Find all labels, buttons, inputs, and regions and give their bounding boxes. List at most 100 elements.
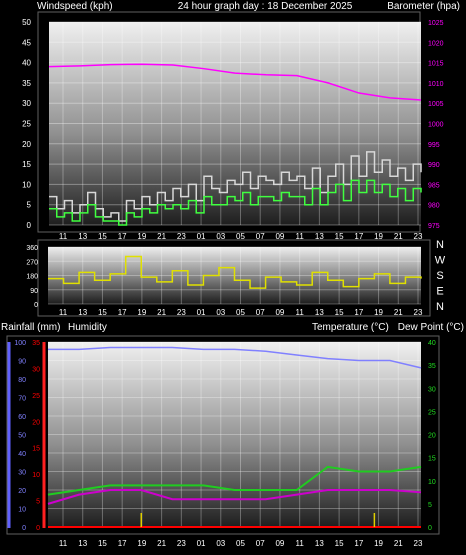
temperature-right-axis: 0 5 10 15 20 25 30 35 40 — [428, 340, 436, 532]
wind-x-tick-label: 01 — [197, 232, 206, 241]
temp-x-tick-label: 21 — [394, 539, 403, 548]
pressure-tick-label: 1015 — [428, 61, 444, 68]
temp-x-tick-label: 09 — [275, 539, 284, 548]
header-title: 24 hour graph day : 18 December 2025 — [178, 1, 353, 12]
humidity-tick-label: 100 — [14, 340, 26, 347]
humidity-tick-label: 90 — [18, 359, 26, 366]
wind-average-line — [49, 179, 422, 226]
temp-x-tick-label: 23 — [177, 539, 186, 548]
pressure-tick-label: 990 — [428, 162, 440, 169]
wind-x-tick-label: 23 — [414, 232, 423, 241]
temp-x-tick-label: 15 — [98, 539, 107, 548]
wind-tick-label: 45 — [22, 38, 31, 47]
pressure-tick-label: 1000 — [428, 122, 444, 129]
direction-left-axis: 0 90 180 270 360 — [26, 245, 38, 309]
temperature-label: Temperature (°C) — [312, 322, 389, 333]
direction-x-tick-label: 15 — [98, 308, 107, 317]
temp-x-tick-label: 11 — [296, 539, 305, 548]
direction-x-tick-label: 11 — [59, 308, 68, 317]
pressure-tick-label: 1025 — [428, 20, 444, 27]
dewpoint-line — [47, 489, 422, 505]
wind-tick-label: 5 — [27, 201, 32, 210]
pressure-tick-label: 995 — [428, 142, 440, 149]
compass-label: W — [435, 255, 446, 267]
direction-x-tick-label: 11 — [296, 308, 305, 317]
pressure-tick-label: 975 — [428, 223, 440, 230]
compass-label: E — [436, 286, 443, 298]
wind-x-tick-label: 11 — [296, 232, 305, 241]
temp-x-tick-label: 01 — [197, 539, 206, 548]
temperature-tick-label: 30 — [428, 386, 436, 393]
rain-tick-label: 15 — [32, 446, 40, 453]
wind-tick-label: 50 — [22, 18, 31, 27]
wind-tick-label: 30 — [22, 99, 31, 108]
wind-x-tick-label: 21 — [157, 232, 166, 241]
wind-x-tick-label: 23 — [177, 232, 186, 241]
humidity-tick-label: 20 — [18, 488, 26, 495]
temperature-tick-label: 15 — [428, 456, 436, 463]
wind-x-axis: 11 13 15 17 19 21 23 01 03 05 07 09 11 13 15 17 19 21 23 — [59, 232, 423, 241]
humidity-tick-label: 70 — [18, 396, 26, 403]
wind-x-tick-label: 19 — [374, 232, 383, 241]
panel-temp-plot — [48, 342, 421, 527]
wind-x-tick-label: 13 — [315, 232, 324, 241]
wind-x-tick-label: 11 — [59, 232, 68, 241]
humidity-label: Humidity — [68, 322, 107, 333]
wind-tick-label: 15 — [22, 160, 31, 169]
wind-tick-label: 35 — [22, 79, 31, 88]
temperature-tick-label: 25 — [428, 409, 436, 416]
temp-x-tick-label: 05 — [236, 539, 245, 548]
direction-x-tick-label: 21 — [157, 308, 166, 317]
rain-tick-label: 20 — [32, 419, 40, 426]
direction-x-tick-label: 17 — [118, 308, 127, 317]
rain-tick-label: 35 — [32, 340, 40, 347]
wind-x-tick-label: 05 — [236, 232, 245, 241]
direction-x-tick-label: 05 — [236, 308, 245, 317]
wind-x-tick-label: 13 — [78, 232, 87, 241]
rain-left-axis: 0 5 10 15 20 25 30 35 — [32, 340, 40, 532]
rain-tick-label: 25 — [32, 393, 40, 400]
compass-label: N — [436, 301, 444, 313]
temp-x-tick-label: 11 — [59, 539, 68, 548]
direction-x-tick-label: 15 — [335, 308, 344, 317]
humidity-left-axis: 0 10 20 30 40 50 60 70 80 90 100 — [14, 340, 26, 532]
direction-x-axis: 11 13 15 17 19 21 23 01 03 05 07 09 11 13 15 17 19 21 23 — [59, 308, 423, 317]
temperature-tick-label: 35 — [428, 363, 436, 370]
wind-x-tick-label: 09 — [275, 232, 284, 241]
panel-temp-frame — [6, 335, 440, 535]
humidity-tick-label: 60 — [18, 414, 26, 421]
temp-series-group — [47, 346, 422, 528]
temp-x-tick-label: 13 — [315, 539, 324, 548]
direction-x-tick-label: 03 — [216, 308, 225, 317]
humidity-tick-label: 30 — [18, 470, 26, 477]
temperature-line — [47, 465, 422, 496]
temperature-tick-label: 10 — [428, 479, 436, 486]
direction-x-tick-label: 23 — [177, 308, 186, 317]
direction-x-tick-label: 19 — [137, 308, 146, 317]
direction-x-tick-label: 17 — [354, 308, 363, 317]
direction-x-tick-label: 23 — [414, 308, 423, 317]
pressure-tick-label: 980 — [428, 203, 440, 210]
temp-x-tick-label: 21 — [157, 539, 166, 548]
temp-x-tick-label: 23 — [414, 539, 423, 548]
wind-tick-label: 40 — [22, 59, 31, 68]
wind-direction-line — [48, 255, 422, 289]
pressure-tick-label: 985 — [428, 182, 440, 189]
temp-x-tick-label: 15 — [335, 539, 344, 548]
wind-x-tick-label: 07 — [256, 232, 265, 241]
humidity-line — [48, 346, 422, 369]
humidity-tick-label: 50 — [18, 433, 26, 440]
pressure-right-axis: 975 980 985 990 995 1000 1005 1010 1015 1020 1025 — [428, 20, 444, 230]
direction-x-tick-label: 13 — [78, 308, 87, 317]
humidity-tick-label: 0 — [22, 525, 26, 532]
wind-left-axis: 0 5 10 15 20 25 30 35 40 45 50 — [22, 18, 31, 230]
wind-x-tick-label: 17 — [354, 232, 363, 241]
wind-tick-label: 25 — [22, 120, 31, 129]
temperature-tick-label: 0 — [428, 525, 432, 532]
humidity-tick-label: 40 — [18, 451, 26, 458]
temp-x-tick-label: 13 — [78, 539, 87, 548]
wind-tick-label: 0 — [27, 221, 32, 230]
